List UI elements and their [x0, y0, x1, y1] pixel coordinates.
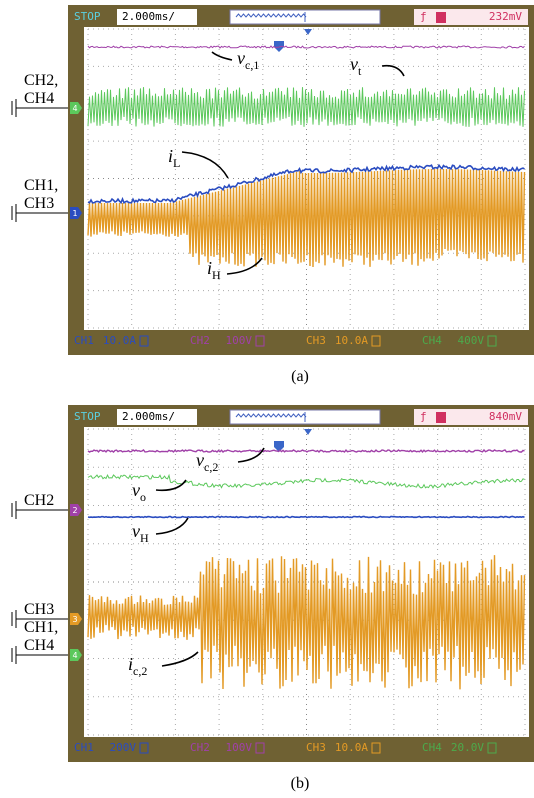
status: STOP: [74, 410, 101, 423]
channel-label: CH4: [24, 90, 54, 107]
annotation-base: v: [237, 48, 245, 68]
annotation-sub: o: [140, 490, 146, 504]
timebase: 2.000ms/: [122, 10, 175, 23]
annotation-sub: c,1: [245, 58, 259, 72]
timebase: 2.000ms/: [122, 410, 175, 423]
trace-ch1: [88, 517, 525, 518]
annotation-sub: L: [173, 156, 180, 170]
footer-channel: CH3: [306, 334, 326, 347]
channel-marker-label: 1: [72, 209, 77, 218]
annotation-base: v: [132, 521, 140, 541]
channel-marker-label: 3: [72, 615, 77, 624]
caption: (b): [291, 775, 310, 792]
annotation-sub: c,2: [133, 664, 147, 678]
footer-channel: CH4: [422, 334, 442, 347]
channel-label: CH1,: [24, 619, 58, 636]
footer-channel: CH3: [306, 741, 326, 754]
status: STOP: [74, 10, 101, 23]
footer-scale: 100V: [226, 741, 253, 754]
trigger-level: 840mV: [489, 410, 522, 423]
footer-channel: CH2: [190, 741, 210, 754]
channel-marker-label: 4: [72, 104, 77, 113]
footer-scale: 20.0V: [451, 741, 484, 754]
channel-label: CH4: [24, 637, 54, 654]
annotation-base: v: [196, 450, 204, 470]
footer-scale: 10.0A: [335, 741, 368, 754]
trigger-icon: ƒ: [420, 10, 427, 23]
channel-label: CH3: [24, 601, 54, 618]
channel-marker-label: 2: [72, 506, 77, 515]
channel-label: CH3: [24, 195, 54, 212]
footer-channel: CH2: [190, 334, 210, 347]
page: STOP2.000ms/ƒ232mVCH2,CH44CH1,CH31vc,1vt…: [0, 0, 534, 798]
channel-label: CH2: [24, 492, 54, 509]
channel-label: CH1,: [24, 177, 58, 194]
footer-scale: 10.0A: [103, 334, 136, 347]
trigger-src: [436, 12, 446, 23]
annotation-sub: c,2: [204, 460, 218, 474]
footer-channel: CH1: [74, 334, 94, 347]
trigger-icon: ƒ: [420, 410, 427, 423]
channel-marker-label: 4: [72, 651, 77, 660]
annotation-sub: H: [140, 531, 149, 545]
footer-channel: CH4: [422, 741, 442, 754]
trigger-level: 232mV: [489, 10, 522, 23]
footer-scale: 400V: [458, 334, 485, 347]
footer-scale: 100V: [226, 334, 253, 347]
caption: (a): [291, 368, 309, 385]
channel-label: CH2,: [24, 72, 58, 89]
trigger-src: [436, 412, 446, 423]
footer-scale: 10.0A: [335, 334, 368, 347]
annotation-base: v: [350, 54, 358, 74]
annotation-sub: H: [212, 268, 221, 282]
footer-channel: CH1: [74, 741, 94, 754]
footer-scale: 200V: [110, 741, 137, 754]
figure: STOP2.000ms/ƒ232mVCH2,CH44CH1,CH31vc,1vt…: [0, 0, 534, 798]
annotation-base: v: [132, 480, 140, 500]
